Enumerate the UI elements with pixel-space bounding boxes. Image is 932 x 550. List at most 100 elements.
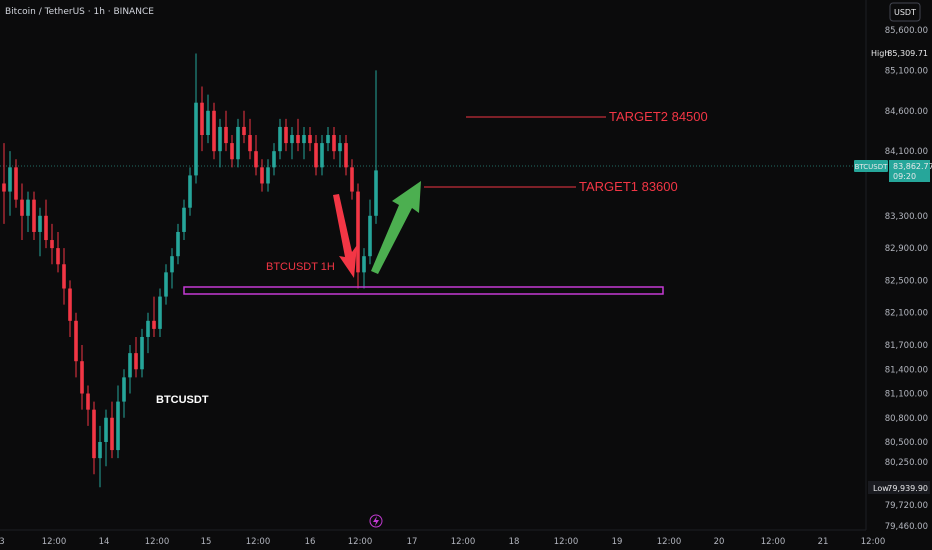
candle-body[interactable] — [290, 135, 294, 144]
time-tick-label: 12:00 — [348, 537, 373, 547]
candle-body[interactable] — [32, 199, 36, 232]
candle-body[interactable] — [146, 320, 150, 337]
candle-body[interactable] — [248, 135, 252, 152]
candle-body[interactable] — [158, 296, 162, 329]
candle-body[interactable] — [50, 240, 54, 249]
candle-body[interactable] — [14, 167, 18, 200]
candle-body[interactable] — [116, 401, 120, 451]
price-tick-label: 81,100.00 — [885, 390, 928, 400]
candle-body[interactable] — [362, 256, 366, 273]
candle-body[interactable] — [284, 126, 288, 144]
candle-body[interactable] — [68, 288, 72, 321]
candle-body[interactable] — [368, 215, 372, 257]
candle-body[interactable] — [164, 272, 168, 297]
high-value: 85,309.71 — [887, 49, 928, 58]
candle-body[interactable] — [356, 191, 360, 273]
lightning-icon[interactable] — [369, 514, 383, 528]
current-symbol-bg — [854, 160, 888, 172]
candle-body[interactable] — [236, 126, 240, 160]
candle-body[interactable] — [86, 393, 90, 410]
candle-body[interactable] — [152, 320, 156, 329]
candle-body[interactable] — [272, 151, 276, 168]
candle-body[interactable] — [74, 320, 78, 362]
high-price-tag: High 85,309.71 — [868, 47, 930, 60]
green-up-arrow-icon[interactable] — [371, 181, 421, 274]
low-price-tag: Low 79,939.90 — [868, 481, 930, 494]
candle-body[interactable] — [188, 175, 192, 208]
candle-body[interactable] — [296, 135, 300, 144]
candle-body[interactable] — [224, 126, 228, 144]
candle-body[interactable] — [332, 135, 336, 152]
candle-body[interactable] — [308, 135, 312, 144]
candle-body[interactable] — [242, 126, 246, 136]
candle-body[interactable] — [104, 417, 108, 442]
candle-body[interactable] — [128, 353, 132, 378]
price-tick-label: 80,250.00 — [885, 458, 928, 468]
candle-body[interactable] — [44, 215, 48, 241]
candle-body[interactable] — [320, 143, 324, 168]
candle-body[interactable] — [80, 361, 84, 394]
candle-body[interactable] — [230, 143, 234, 160]
price-axis-ticks: 85,600.00 85,100.00 84,600.00 84,100.00 83,3… — [885, 26, 928, 532]
currency-button-label: USDT — [894, 8, 916, 17]
candle-body[interactable] — [92, 409, 96, 459]
candle-body[interactable] — [218, 126, 222, 152]
candle-body[interactable] — [122, 377, 126, 402]
candle-body[interactable] — [260, 167, 264, 184]
candle-body[interactable] — [254, 151, 258, 168]
candle-body[interactable] — [302, 135, 306, 144]
candle-body[interactable] — [8, 167, 12, 192]
candle-body[interactable] — [206, 110, 210, 136]
candle-body[interactable] — [200, 102, 204, 136]
time-tick-label: 21 — [818, 537, 829, 547]
candle-body[interactable] — [194, 102, 198, 176]
price-tick-label: 85,600.00 — [885, 26, 928, 36]
candle-body[interactable] — [110, 417, 114, 451]
candle-body[interactable] — [374, 170, 378, 216]
lightning-icon-ring — [369, 514, 383, 528]
candle-body[interactable] — [2, 183, 6, 192]
price-tick-label: 81,700.00 — [885, 341, 928, 351]
candle-body[interactable] — [350, 167, 354, 192]
candle-body[interactable] — [140, 336, 144, 370]
price-tick-label: 82,900.00 — [885, 244, 928, 254]
candle-body[interactable] — [314, 143, 318, 168]
candle-body[interactable] — [326, 135, 330, 144]
support-zone[interactable] — [183, 286, 664, 295]
candle-body[interactable] — [266, 167, 270, 184]
candle-body[interactable] — [62, 264, 66, 289]
candle-body[interactable] — [98, 441, 102, 459]
candle-body[interactable] — [20, 199, 24, 216]
time-tick-label: 12:00 — [246, 537, 271, 547]
chart-symbol-label: BTCUSDT — [156, 394, 209, 406]
time-tick-label: 20 — [714, 537, 725, 547]
currency-button[interactable]: USDT — [889, 2, 921, 22]
time-tick-label: 15 — [201, 537, 212, 547]
candle-body[interactable] — [38, 215, 42, 232]
price-tick-label: 83,300.00 — [885, 212, 928, 222]
candle-body[interactable] — [182, 207, 186, 232]
candle-body[interactable] — [212, 110, 216, 152]
current-price-tag: BTCUSDT 83,862.77 09:20 — [854, 160, 932, 182]
high-label: High — [871, 49, 889, 58]
time-tick-label: 12:00 — [554, 537, 579, 547]
candle-body[interactable] — [134, 353, 138, 370]
candle-body[interactable] — [170, 256, 174, 273]
chart-timeframe-label: BTCUSDT 1H — [266, 261, 335, 273]
time-tick-label: 12:00 — [657, 537, 682, 547]
candle-body[interactable] — [344, 143, 348, 168]
price-axis-panel — [866, 0, 932, 530]
symbol-title[interactable]: Bitcoin / TetherUS · 1h · BINANCE — [5, 7, 154, 17]
time-tick-label: 14 — [99, 537, 110, 547]
candle-body[interactable] — [278, 126, 282, 152]
low-label: Low — [873, 484, 889, 493]
price-tick-label: 82,100.00 — [885, 309, 928, 319]
price-tick-label: 80,800.00 — [885, 414, 928, 424]
time-tick-label: 12:00 — [42, 537, 67, 547]
candle-body[interactable] — [26, 199, 30, 216]
candle-body[interactable] — [176, 231, 180, 257]
candle-body[interactable] — [338, 143, 342, 152]
red-down-arrow-icon[interactable] — [333, 194, 357, 278]
candle-body[interactable] — [56, 248, 60, 265]
